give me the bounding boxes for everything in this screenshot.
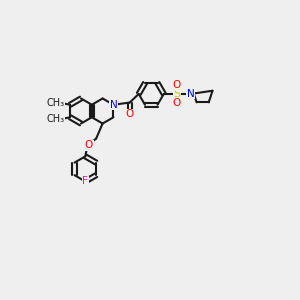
Text: O: O <box>85 140 93 150</box>
Text: N: N <box>187 89 195 99</box>
Text: CH₃: CH₃ <box>46 114 64 124</box>
Text: O: O <box>55 98 64 108</box>
Text: S: S <box>173 89 180 99</box>
Text: O: O <box>172 80 181 90</box>
Text: CH₃: CH₃ <box>46 98 64 108</box>
Text: O: O <box>125 110 134 119</box>
Text: N: N <box>110 100 117 110</box>
Text: O: O <box>55 114 64 124</box>
Text: O: O <box>172 98 181 108</box>
Text: F: F <box>82 176 88 186</box>
